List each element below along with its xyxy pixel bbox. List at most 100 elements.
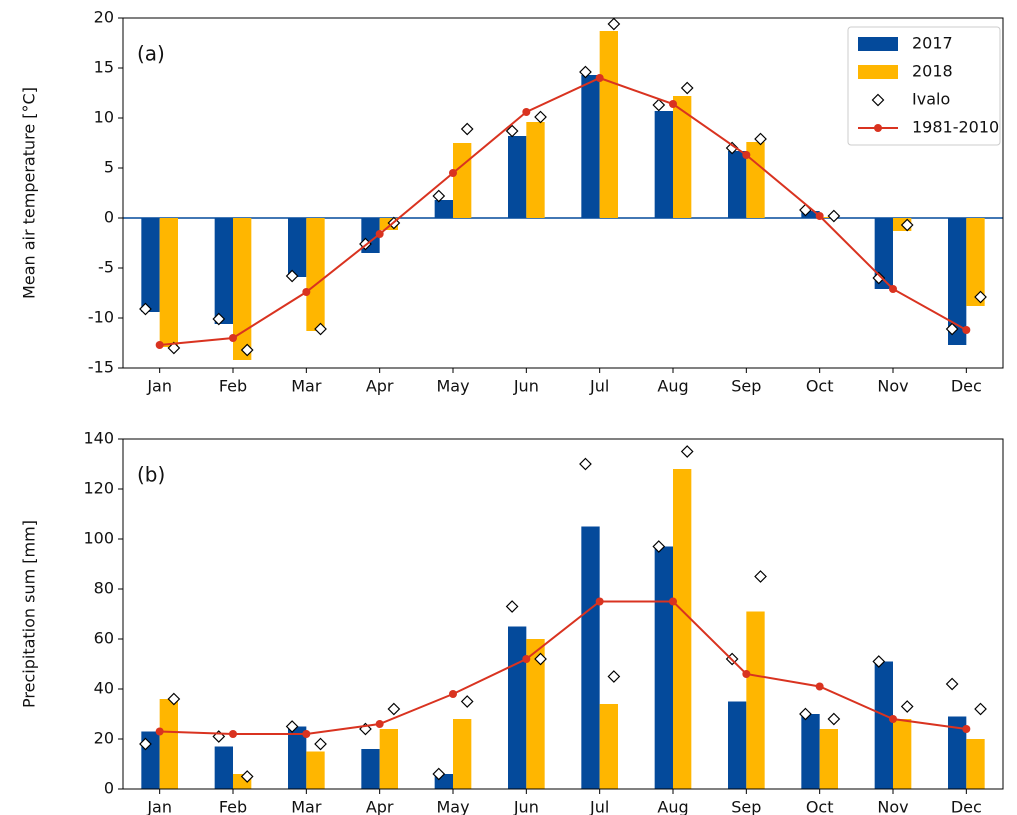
marker bbox=[167, 341, 181, 355]
bar bbox=[728, 151, 747, 218]
marker bbox=[652, 98, 666, 112]
y-axis-label: Mean air temperature [°C] bbox=[20, 87, 39, 299]
line-point bbox=[742, 670, 751, 678]
bar bbox=[508, 136, 527, 218]
x-tick-label: Aug bbox=[657, 377, 688, 396]
marker bbox=[974, 290, 987, 304]
bar bbox=[361, 749, 380, 789]
bar bbox=[306, 218, 325, 331]
line-point bbox=[302, 288, 311, 296]
marker bbox=[534, 110, 547, 124]
x-tick-label: Nov bbox=[877, 798, 908, 815]
marker bbox=[680, 445, 694, 458]
x-tick-label: Jan bbox=[146, 798, 172, 815]
bar bbox=[673, 469, 692, 789]
bar bbox=[746, 611, 765, 789]
marker bbox=[754, 570, 767, 583]
marker bbox=[139, 302, 152, 316]
legend-frame bbox=[847, 26, 1001, 146]
x-tick-label: Jun bbox=[513, 798, 539, 815]
bar bbox=[728, 701, 747, 789]
line-point bbox=[742, 151, 751, 159]
line-point bbox=[375, 230, 384, 238]
panel-label: (a) bbox=[137, 42, 165, 66]
bar bbox=[141, 218, 160, 312]
bar bbox=[288, 726, 307, 789]
legend: 2017 2018 Ivalo 1981-2010 bbox=[847, 26, 1001, 146]
panel-label: (b) bbox=[137, 463, 165, 487]
legend-label: 1981-2010 bbox=[912, 118, 999, 137]
bar bbox=[948, 218, 967, 345]
bar bbox=[948, 716, 967, 789]
marker bbox=[460, 122, 474, 136]
bar bbox=[966, 739, 985, 789]
bar bbox=[306, 751, 325, 789]
x-tick-label: Dec bbox=[951, 798, 982, 815]
x-tick-label: Jun bbox=[513, 377, 539, 396]
legend-swatch bbox=[871, 93, 885, 107]
x-tick-label: Apr bbox=[366, 377, 394, 396]
marker bbox=[314, 737, 327, 751]
x-tick-label: Sep bbox=[731, 377, 761, 396]
x-tick-label: May bbox=[436, 377, 469, 396]
line-point bbox=[449, 169, 457, 177]
line-point bbox=[155, 727, 164, 736]
bar bbox=[159, 699, 178, 789]
y-tick-label: 40 bbox=[94, 679, 114, 698]
bar bbox=[966, 218, 985, 306]
bar bbox=[819, 217, 838, 218]
plot-frame bbox=[122, 438, 1004, 790]
marker bbox=[432, 189, 446, 203]
marker bbox=[974, 702, 987, 716]
legend-swatch bbox=[858, 65, 898, 79]
line-point bbox=[302, 730, 311, 738]
y-tick-label: 120 bbox=[83, 479, 114, 498]
bar bbox=[599, 31, 618, 218]
bar bbox=[801, 211, 820, 218]
y-tick-label: -10 bbox=[88, 308, 114, 327]
bar bbox=[874, 661, 893, 789]
x-tick-label: Jul bbox=[589, 798, 609, 815]
line-point bbox=[889, 285, 897, 293]
marker bbox=[579, 65, 592, 79]
x-tick-label: Oct bbox=[806, 377, 834, 396]
x-tick-label: Dec bbox=[951, 377, 982, 396]
y-tick-label: -5 bbox=[98, 258, 114, 277]
legend-label: 2017 bbox=[912, 34, 953, 53]
marker bbox=[872, 655, 886, 668]
marker bbox=[139, 737, 152, 751]
bar bbox=[453, 143, 472, 218]
line-point bbox=[962, 725, 971, 733]
line-point bbox=[229, 334, 237, 342]
bar bbox=[434, 200, 453, 218]
y-tick-label: 20 bbox=[94, 729, 114, 748]
y-tick-label: 100 bbox=[83, 529, 114, 548]
marker bbox=[607, 17, 621, 31]
line-point bbox=[595, 74, 604, 82]
line-point bbox=[669, 597, 677, 606]
marker bbox=[827, 712, 841, 726]
y-tick-label: 5 bbox=[104, 158, 114, 177]
marker bbox=[579, 457, 592, 471]
y-tick-label: 10 bbox=[94, 108, 114, 127]
marker bbox=[285, 269, 299, 283]
x-tick-label: Mar bbox=[291, 377, 322, 396]
line-point bbox=[815, 682, 824, 691]
marker bbox=[212, 312, 226, 326]
x-tick-label: Feb bbox=[219, 798, 247, 815]
line-point bbox=[375, 720, 384, 728]
marker bbox=[387, 702, 401, 716]
legend-label: Ivalo bbox=[912, 90, 950, 109]
marker bbox=[534, 652, 547, 666]
marker bbox=[607, 670, 621, 683]
legend-swatch bbox=[858, 37, 898, 51]
x-tick-label: Apr bbox=[366, 798, 394, 815]
bar bbox=[654, 111, 673, 218]
bar bbox=[379, 729, 398, 789]
bar bbox=[673, 96, 692, 218]
bar bbox=[159, 218, 178, 347]
bar bbox=[874, 218, 893, 289]
marker bbox=[505, 600, 519, 613]
bar bbox=[581, 526, 600, 789]
line bbox=[159, 600, 967, 735]
